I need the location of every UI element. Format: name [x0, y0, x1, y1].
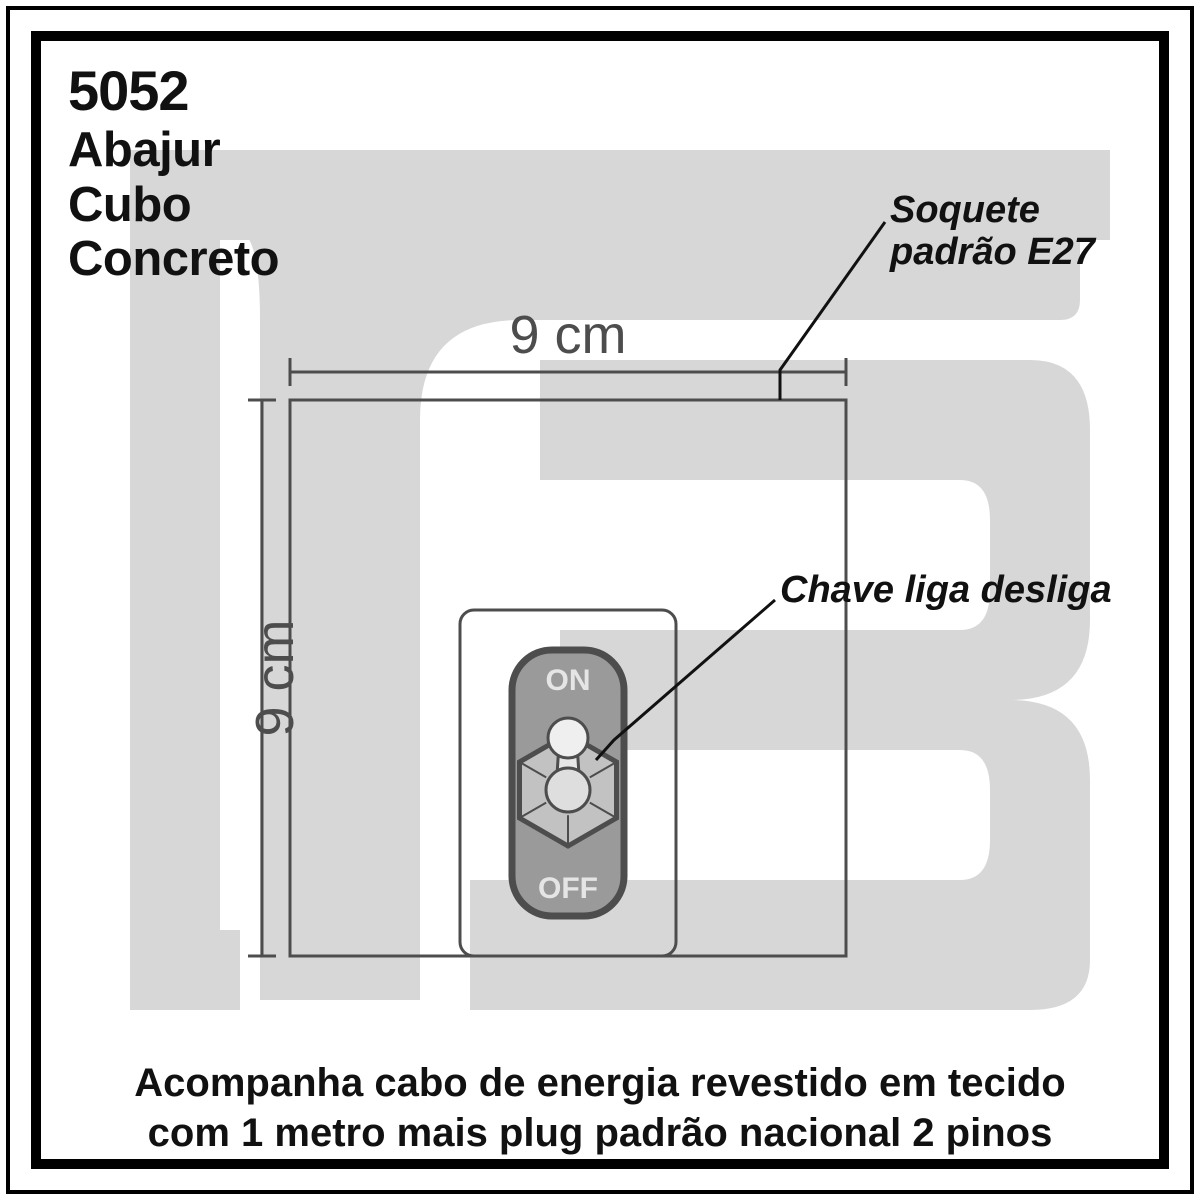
title-line-4: Concreto	[68, 232, 279, 287]
dimension-left-label: 9 cm	[244, 608, 306, 748]
switch-off-label: OFF	[538, 872, 598, 905]
switch-on-label: ON	[546, 664, 591, 697]
callout-socket-line2: padrão E27	[890, 231, 1095, 273]
diagram-stage: ON OFF 5052 Abajur Cubo Concreto 9 cm 9 …	[0, 0, 1200, 1200]
bottom-caption: Acompanha cabo de energia revestido em t…	[0, 1058, 1200, 1158]
caption-line-1: Acompanha cabo de energia revestido em t…	[134, 1061, 1065, 1105]
title-code: 5052	[68, 60, 279, 123]
caption-line-2: com 1 metro mais plug padrão nacional 2 …	[148, 1111, 1053, 1155]
title-line-2: Abajur	[68, 123, 279, 178]
callout-socket-line1: Soquete	[890, 189, 1040, 231]
title-line-3: Cubo	[68, 178, 279, 233]
title-block: 5052 Abajur Cubo Concreto	[68, 60, 279, 287]
callout-switch-text: Chave liga desliga	[780, 569, 1112, 611]
callout-switch-label: Chave liga desliga	[780, 570, 1112, 612]
callout-socket-label: Soquete padrão E27	[890, 190, 1095, 274]
dimension-top-label: 9 cm	[498, 304, 638, 366]
